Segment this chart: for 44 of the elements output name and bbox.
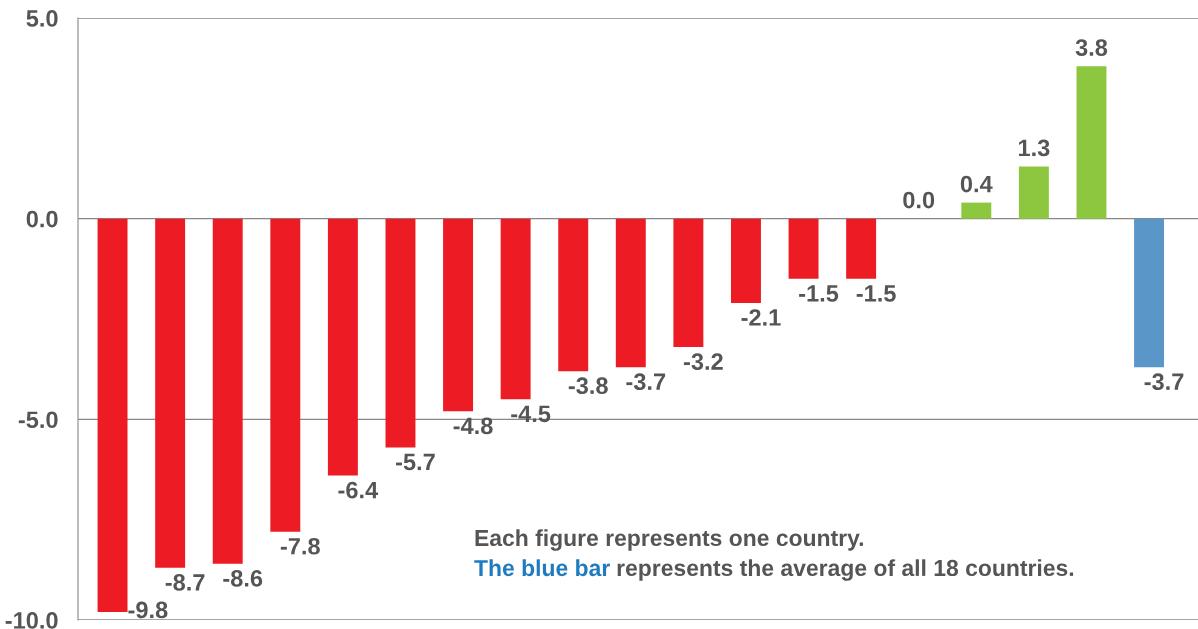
data-label: 1.3 — [1018, 139, 1050, 157]
data-label: -3.7 — [626, 373, 666, 391]
data-label: -7.8 — [280, 537, 320, 555]
data-label: -4.5 — [511, 405, 551, 423]
annotation: represents the average of all 18 countries. — [617, 559, 1074, 581]
annotation: The blue bar — [474, 559, 610, 577]
data-label: -8.6 — [223, 569, 263, 587]
bar — [155, 218, 186, 568]
data-label: -3.2 — [683, 353, 723, 371]
bar — [500, 218, 531, 400]
bar — [443, 218, 474, 412]
y-tick-label: -10.0 — [5, 612, 58, 629]
bar — [1076, 66, 1107, 219]
data-label: -8.7 — [165, 574, 205, 591]
data-label: 0.4 — [960, 175, 993, 193]
bar — [212, 218, 243, 564]
data-label: 0.0 — [903, 191, 935, 209]
bar — [673, 218, 704, 348]
bar — [327, 218, 358, 476]
bar — [846, 218, 877, 279]
bar — [97, 218, 128, 612]
bar — [385, 218, 416, 448]
data-label: -4.8 — [453, 417, 493, 435]
bar — [1134, 218, 1165, 368]
bar — [558, 218, 589, 372]
annotation: Each figure represents one country. — [475, 529, 863, 551]
data-label: -1.5 — [856, 285, 896, 302]
data-label: -1.5 — [799, 285, 839, 302]
bar — [1018, 166, 1049, 219]
bar — [788, 218, 819, 279]
data-label: -9.8 — [128, 601, 168, 619]
bar — [615, 218, 646, 368]
bar — [731, 218, 761, 303]
y-tick-label: 0.0 — [26, 210, 58, 228]
bar — [270, 218, 301, 532]
data-label: -3.8 — [568, 377, 608, 395]
data-label: -3.7 — [1144, 373, 1184, 391]
y-tick-label: -5.0 — [18, 411, 58, 429]
bar — [961, 202, 992, 219]
data-label: -5.7 — [396, 453, 435, 471]
data-label: 3.8 — [1075, 39, 1108, 56]
data-label: -2.1 — [741, 309, 781, 326]
y-tick-label: 5.0 — [26, 10, 58, 27]
data-label: -6.4 — [338, 481, 379, 499]
